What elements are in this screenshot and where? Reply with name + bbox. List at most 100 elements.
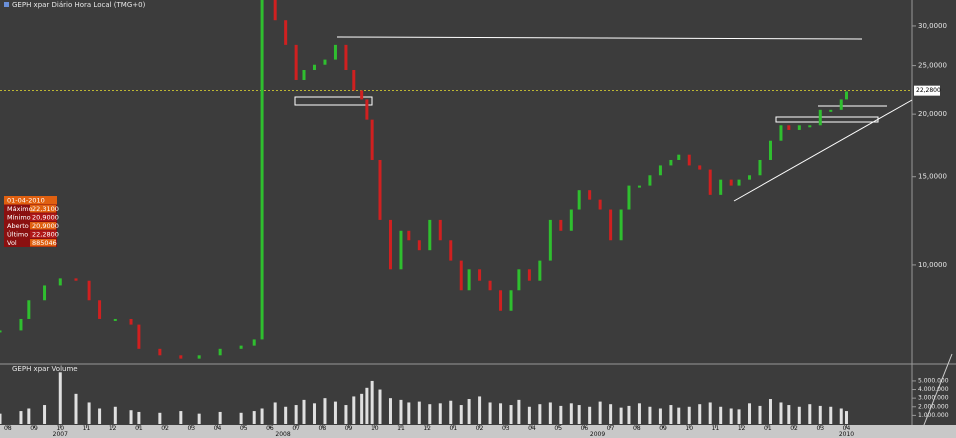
price-bar bbox=[588, 190, 592, 200]
volume-bar bbox=[509, 405, 513, 424]
info-value-bg bbox=[30, 239, 56, 247]
price-bar bbox=[467, 269, 471, 291]
last-price-label: 22,2800 bbox=[916, 87, 941, 94]
price-bar bbox=[344, 44, 348, 70]
volume-bar bbox=[438, 403, 442, 424]
volume-bar bbox=[0, 413, 2, 424]
y-tick-label: 10,0000 bbox=[918, 261, 947, 269]
x-tick-label: 06 bbox=[581, 425, 589, 432]
price-bar bbox=[333, 44, 337, 60]
x-tick-label: 05 bbox=[554, 425, 562, 432]
volume-bar bbox=[559, 405, 563, 424]
price-bar bbox=[758, 159, 762, 176]
price-bar bbox=[818, 109, 822, 126]
price-bar bbox=[129, 318, 133, 325]
volume-bar bbox=[609, 404, 613, 424]
volume-bar bbox=[467, 399, 471, 424]
volume-bar bbox=[719, 406, 723, 424]
price-bar bbox=[407, 230, 411, 241]
x-tick-label: 02 bbox=[790, 425, 798, 432]
price-bar bbox=[488, 280, 492, 291]
price-bar bbox=[708, 169, 712, 195]
price-bar bbox=[74, 278, 78, 281]
price-bar bbox=[829, 109, 833, 112]
volume-bar bbox=[113, 406, 117, 424]
volume-bar bbox=[517, 399, 521, 424]
price-bar bbox=[577, 190, 581, 210]
y-tick-label: 15,0000 bbox=[918, 173, 947, 181]
volume-bar bbox=[352, 396, 356, 424]
x-tick-label: 08 bbox=[633, 425, 641, 432]
volume-bar bbox=[344, 405, 348, 424]
volume-bar bbox=[779, 402, 783, 424]
x-tick-label: 04 bbox=[214, 425, 222, 432]
price-bar bbox=[559, 219, 563, 231]
volume-bar bbox=[569, 403, 573, 424]
price-bar bbox=[43, 285, 47, 301]
volume-bar bbox=[365, 387, 369, 424]
x-tick-label: 02 bbox=[476, 425, 484, 432]
price-bar bbox=[87, 280, 91, 301]
price-bar bbox=[352, 69, 356, 91]
price-bar bbox=[438, 219, 442, 241]
price-bar bbox=[729, 179, 733, 186]
volume-bar bbox=[27, 408, 31, 424]
price-bar bbox=[273, 0, 277, 21]
price-bar bbox=[312, 64, 316, 70]
volume-bar bbox=[428, 404, 432, 424]
price-bar bbox=[648, 175, 652, 186]
volume-bar bbox=[252, 411, 256, 424]
volume-bar bbox=[158, 412, 162, 424]
x-tick-label: 03 bbox=[816, 425, 824, 432]
x-tick-label: 12 bbox=[738, 425, 746, 432]
x-tick-label: 01 bbox=[450, 425, 458, 432]
volume-bar bbox=[588, 406, 592, 424]
price-bar bbox=[808, 125, 812, 128]
volume-bar bbox=[294, 405, 298, 424]
price-bar bbox=[58, 278, 62, 286]
zone-box bbox=[294, 96, 373, 106]
x-tick-label: 03 bbox=[502, 425, 510, 432]
info-header-bg bbox=[4, 196, 57, 205]
volume-bar bbox=[239, 412, 243, 424]
x-tick-label: 08 bbox=[319, 425, 327, 432]
x-tick-label: 01 bbox=[135, 425, 143, 432]
price-bar bbox=[302, 69, 306, 80]
price-bar bbox=[677, 154, 681, 160]
price-bar bbox=[27, 300, 31, 319]
volume-bar bbox=[748, 403, 752, 424]
volume-bar bbox=[19, 411, 23, 424]
x-tick-label: 09 bbox=[659, 425, 667, 432]
corner-mark bbox=[921, 353, 953, 431]
chart-title: GEPH xpar Diário Hora Local (TMG+0) bbox=[12, 1, 146, 9]
volume-bar bbox=[658, 408, 662, 424]
price-bar bbox=[365, 99, 369, 120]
volume-bar bbox=[808, 404, 812, 424]
price-bar bbox=[768, 140, 772, 160]
price-bar bbox=[399, 230, 403, 270]
volume-bar bbox=[488, 402, 492, 424]
price-bar bbox=[113, 318, 117, 321]
x-tick-label: 10 bbox=[56, 425, 64, 432]
price-bar bbox=[294, 44, 298, 80]
price-bar bbox=[779, 125, 783, 141]
volume-bar bbox=[87, 402, 91, 424]
price-bar bbox=[517, 269, 521, 291]
volume-bar bbox=[797, 406, 801, 424]
volume-bar bbox=[388, 398, 392, 424]
x-tick-label: 10 bbox=[685, 425, 693, 432]
volume-bar bbox=[333, 401, 337, 424]
volume-bar bbox=[260, 408, 264, 424]
volume-bar bbox=[129, 410, 133, 424]
price-bar bbox=[360, 90, 364, 100]
x-tick-label: 01 bbox=[764, 425, 772, 432]
trend-line bbox=[733, 99, 913, 202]
info-label: Último bbox=[7, 229, 28, 238]
price-bar bbox=[260, 0, 264, 340]
volume-title: GEPH xpar Volume bbox=[12, 365, 78, 373]
volume-bar bbox=[197, 413, 201, 424]
price-bar bbox=[370, 119, 374, 160]
price-bar bbox=[698, 165, 702, 170]
